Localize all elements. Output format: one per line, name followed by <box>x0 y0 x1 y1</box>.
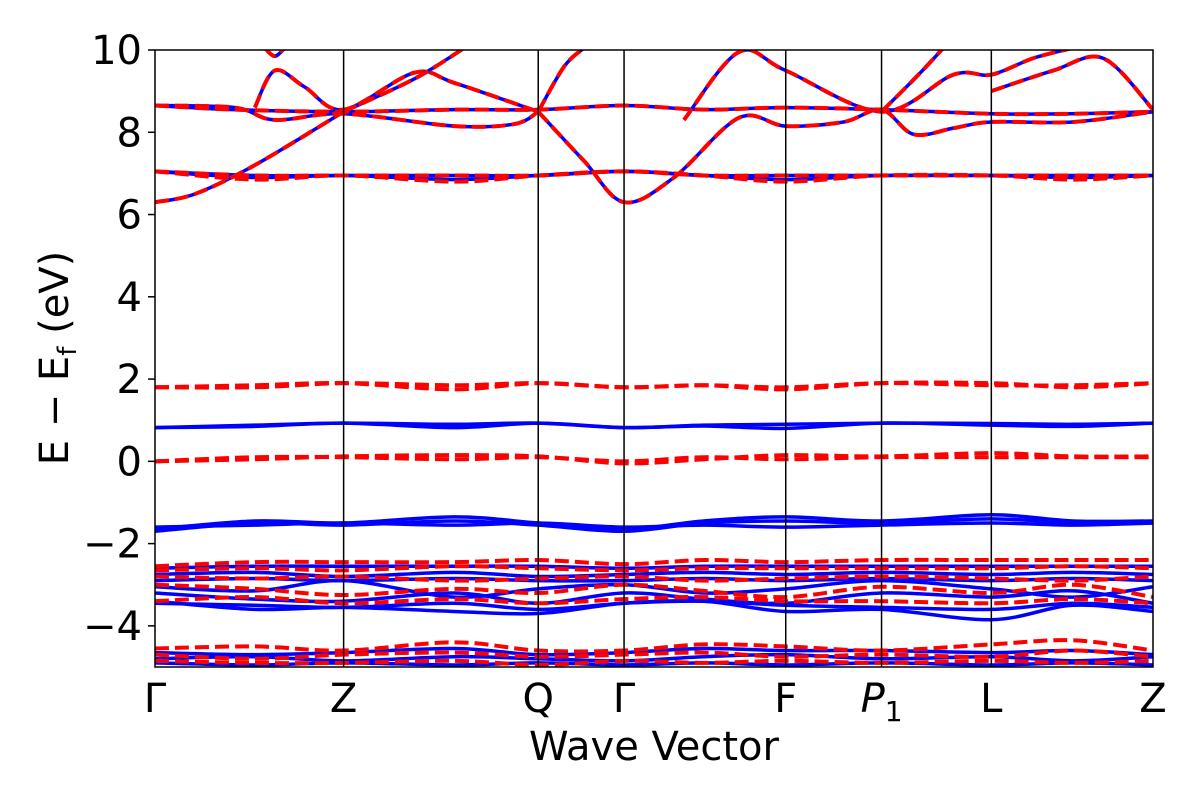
x-tick-label: P1 <box>861 676 903 728</box>
series-solid-blue <box>155 50 1153 667</box>
y-tick-label: 2 <box>117 357 142 403</box>
x-tick-label: Z <box>330 676 357 722</box>
x-tick-label: Q <box>522 676 553 722</box>
band-line <box>155 381 1153 390</box>
x-tick-label: Γ <box>613 676 636 722</box>
band-line <box>155 658 1153 667</box>
y-tick-label: −2 <box>83 522 142 568</box>
x-tick-label: Γ <box>144 676 167 722</box>
x-ticks: Γ Z Q Γ F P1 L Z <box>144 676 1167 728</box>
y-tick-label: 4 <box>117 275 142 321</box>
band-line <box>682 50 1074 122</box>
band-line <box>155 454 1153 464</box>
y-axis-label-unit <box>32 334 78 347</box>
band-line <box>536 50 585 113</box>
y-tick-label: 10 <box>91 28 142 74</box>
band-line <box>155 564 1153 573</box>
band-line <box>155 574 1153 583</box>
band-line <box>155 521 1153 529</box>
x-tick-label: L <box>980 676 1003 722</box>
y-axis-label-sub: f <box>53 346 83 356</box>
x-tick-label: Z <box>1139 676 1166 722</box>
band-line <box>155 638 1153 654</box>
band-line <box>155 648 1153 661</box>
band-line <box>155 110 345 204</box>
series-layer <box>155 50 1153 667</box>
y-tick-label: 8 <box>117 110 142 156</box>
y-tick-label: 0 <box>117 439 142 485</box>
y-axis-label-main: E − E <box>32 356 78 466</box>
band-line <box>155 582 1153 600</box>
kpoint-lines <box>342 50 993 667</box>
band-line <box>264 50 286 59</box>
y-tick-label: 6 <box>117 193 142 239</box>
y-axis-label: E − Ef (eV) <box>32 251 83 466</box>
x-tick-label: F <box>774 676 797 722</box>
y-axis-label-unit-text: (eV) <box>32 251 78 334</box>
y-tick-label: −4 <box>83 604 142 650</box>
x-axis-label: Wave Vector <box>529 724 780 770</box>
band-line <box>155 451 1153 466</box>
series-dashed-red <box>155 50 1153 667</box>
band-line <box>536 107 1153 205</box>
band-line <box>155 595 1153 606</box>
band-line <box>342 50 465 114</box>
band-line <box>155 557 1153 569</box>
band-line <box>155 169 1153 184</box>
plot-frame <box>154 49 1154 668</box>
band-line <box>155 109 345 205</box>
y-ticks: −4 −2 0 2 4 6 8 10 <box>83 28 155 650</box>
band-line <box>990 54 1153 112</box>
band-line <box>253 68 539 114</box>
band-line <box>155 103 1153 117</box>
band-line <box>252 68 539 114</box>
band-line <box>880 50 945 114</box>
